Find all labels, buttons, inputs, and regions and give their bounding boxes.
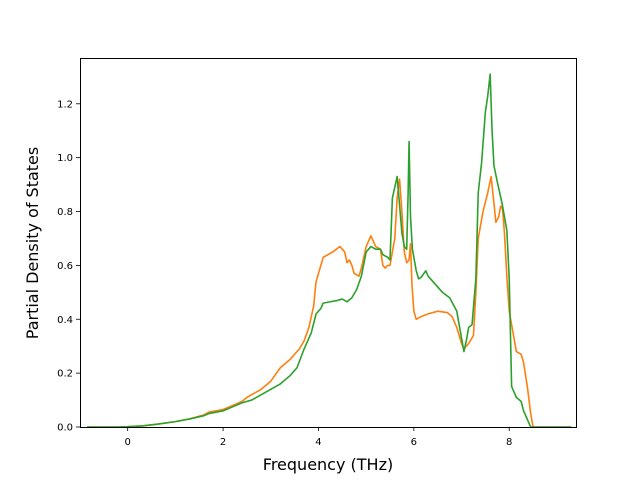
series-lines bbox=[87, 73, 572, 428]
y-tick-label: 0.4 bbox=[57, 315, 73, 326]
x-tick-label: 0 bbox=[125, 437, 131, 448]
y-tick-label: 1.0 bbox=[57, 153, 73, 164]
y-tick-label: 0.6 bbox=[57, 261, 73, 272]
x-tick-label: 8 bbox=[506, 437, 512, 448]
y-tick-label: 0.2 bbox=[57, 369, 73, 380]
series-line-1 bbox=[87, 175, 572, 428]
y-tick-label: 0.0 bbox=[57, 423, 73, 434]
x-axis-ticks: 0 2 4 6 8 bbox=[125, 427, 512, 448]
y-axis-title: Partial Density of States bbox=[23, 147, 42, 339]
y-axis-ticks: 0.0 0.2 0.4 0.6 0.8 1.0 1.2 bbox=[57, 99, 80, 434]
y-tick-label: 0.8 bbox=[57, 207, 73, 218]
x-tick-label: 2 bbox=[220, 437, 226, 448]
plot-frame bbox=[80, 58, 577, 428]
x-tick-label: 4 bbox=[315, 437, 321, 448]
series-line-2 bbox=[87, 73, 572, 428]
x-tick-label: 6 bbox=[411, 437, 417, 448]
x-axis-title: Frequency (THz) bbox=[263, 455, 393, 474]
y-tick-label: 1.2 bbox=[57, 99, 73, 110]
